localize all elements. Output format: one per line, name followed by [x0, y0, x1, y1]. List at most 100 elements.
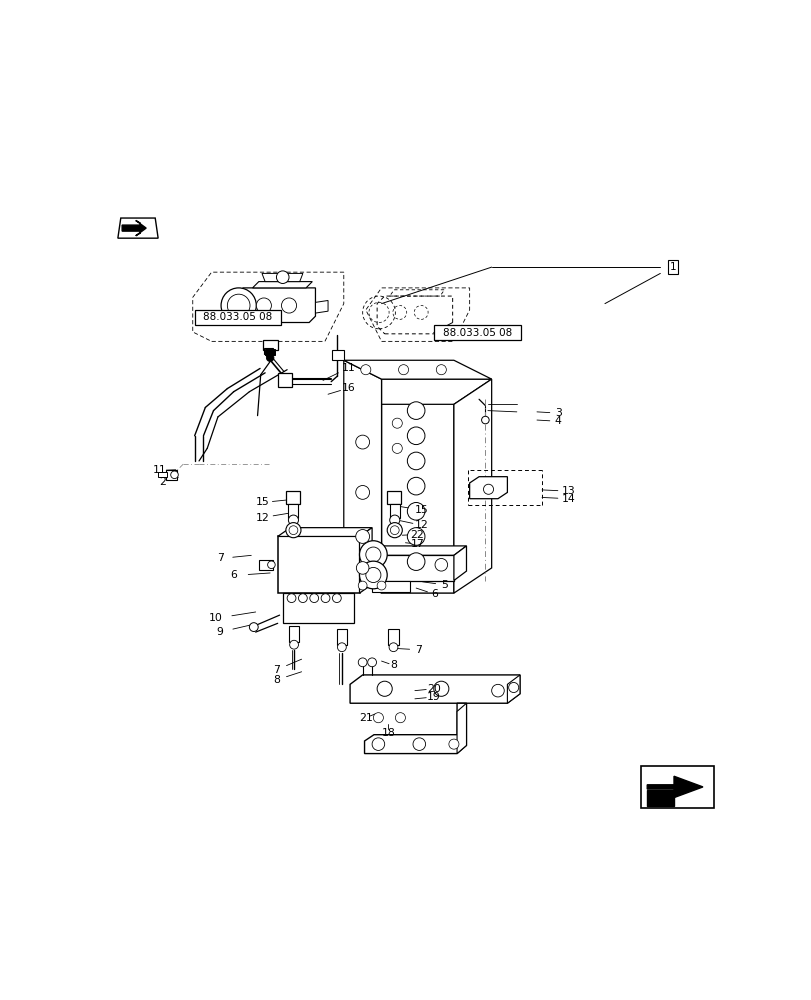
Text: 15: 15 — [255, 497, 269, 507]
Bar — [158, 472, 167, 477]
Circle shape — [285, 523, 301, 538]
Circle shape — [366, 547, 380, 562]
Circle shape — [358, 658, 367, 667]
Text: 6: 6 — [230, 570, 237, 580]
Text: 20: 20 — [427, 684, 440, 694]
Text: 1: 1 — [669, 262, 676, 272]
Circle shape — [392, 443, 401, 453]
Text: 2: 2 — [159, 477, 165, 487]
Circle shape — [256, 298, 271, 313]
Text: 12: 12 — [414, 520, 427, 530]
Circle shape — [448, 739, 458, 749]
Text: 17: 17 — [410, 539, 424, 549]
Bar — [277, 373, 291, 387]
Circle shape — [491, 684, 504, 697]
Text: 10: 10 — [209, 613, 223, 623]
Bar — [388, 629, 398, 645]
Circle shape — [387, 523, 401, 538]
Circle shape — [266, 354, 273, 362]
Circle shape — [367, 658, 376, 667]
Circle shape — [332, 594, 341, 603]
Circle shape — [390, 526, 399, 535]
Bar — [262, 340, 277, 350]
Text: 11: 11 — [153, 465, 167, 475]
Text: 19: 19 — [427, 692, 440, 702]
Circle shape — [483, 484, 493, 494]
Polygon shape — [237, 288, 315, 323]
Bar — [387, 491, 401, 504]
Polygon shape — [646, 776, 702, 798]
Circle shape — [355, 485, 369, 499]
Circle shape — [392, 418, 401, 428]
Circle shape — [298, 594, 307, 603]
Circle shape — [407, 528, 424, 545]
Polygon shape — [453, 379, 491, 593]
Text: 8: 8 — [390, 660, 397, 670]
Polygon shape — [277, 528, 371, 536]
Circle shape — [281, 298, 296, 313]
Polygon shape — [457, 703, 466, 754]
Circle shape — [407, 477, 424, 495]
Circle shape — [289, 526, 298, 535]
Text: 7: 7 — [217, 553, 224, 563]
Circle shape — [227, 294, 250, 317]
Circle shape — [388, 643, 397, 652]
Text: 88.033.05 08: 88.033.05 08 — [204, 312, 272, 322]
Text: 12: 12 — [255, 513, 269, 523]
Polygon shape — [350, 675, 519, 703]
Circle shape — [433, 681, 448, 696]
Polygon shape — [343, 360, 491, 379]
Polygon shape — [364, 703, 466, 754]
Polygon shape — [262, 273, 303, 282]
Polygon shape — [453, 546, 466, 581]
Polygon shape — [343, 360, 381, 593]
Circle shape — [407, 502, 424, 520]
Circle shape — [249, 623, 258, 631]
Bar — [285, 491, 299, 504]
Text: 7: 7 — [414, 645, 422, 655]
Circle shape — [407, 452, 424, 470]
Circle shape — [389, 515, 399, 525]
Polygon shape — [346, 546, 466, 555]
Circle shape — [287, 594, 295, 603]
Circle shape — [373, 713, 383, 723]
Circle shape — [371, 738, 384, 750]
Bar — [282, 593, 354, 623]
Text: 22: 22 — [410, 530, 424, 540]
Circle shape — [268, 561, 275, 569]
Text: 88.033.05 08: 88.033.05 08 — [442, 328, 511, 338]
Text: 5: 5 — [440, 580, 448, 590]
Circle shape — [376, 681, 392, 696]
Text: 4: 4 — [554, 416, 561, 426]
Bar — [641, 766, 713, 808]
Text: 6: 6 — [431, 589, 438, 599]
Polygon shape — [122, 220, 146, 236]
Text: 13: 13 — [561, 486, 575, 496]
Circle shape — [276, 271, 289, 283]
Polygon shape — [252, 282, 312, 288]
Circle shape — [435, 558, 447, 571]
Polygon shape — [646, 790, 673, 806]
Bar — [332, 350, 343, 360]
Circle shape — [481, 416, 488, 424]
Bar — [165, 470, 177, 480]
Circle shape — [355, 435, 369, 449]
Bar — [289, 626, 298, 642]
Text: 18: 18 — [381, 728, 395, 738]
Circle shape — [359, 541, 387, 568]
Text: 21: 21 — [358, 713, 372, 723]
Text: 8: 8 — [272, 675, 280, 685]
Polygon shape — [315, 300, 328, 313]
Bar — [433, 325, 520, 340]
Bar — [265, 349, 275, 355]
Circle shape — [170, 471, 178, 479]
Polygon shape — [507, 675, 519, 703]
Bar — [389, 504, 399, 518]
Bar — [288, 504, 298, 518]
Bar — [277, 536, 359, 593]
Circle shape — [508, 682, 518, 693]
Polygon shape — [381, 379, 453, 593]
Text: 14: 14 — [561, 494, 575, 504]
Circle shape — [310, 594, 318, 603]
Polygon shape — [381, 379, 491, 404]
